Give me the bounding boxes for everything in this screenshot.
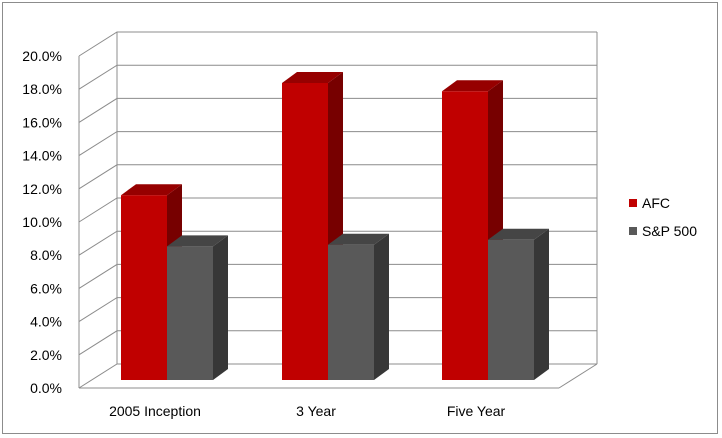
- y-tick-label: 0.0%: [30, 380, 62, 396]
- x-tick-label: Five Year: [447, 403, 506, 419]
- gridline: [78, 330, 597, 356]
- y-tick-label: 10.0%: [22, 214, 62, 230]
- y-tick-label: 12.0%: [22, 181, 62, 197]
- bar-top-face: [328, 233, 389, 245]
- x-tick-label: 3 Year: [296, 403, 336, 419]
- bar-side-face: [374, 233, 389, 380]
- bar-top-face: [121, 184, 182, 196]
- bar-top-face: [442, 80, 503, 92]
- bar-s-p-500: [488, 228, 549, 380]
- legend-label: AFC: [642, 195, 670, 211]
- bar-top-face: [282, 72, 343, 83]
- bar-side-face: [213, 235, 228, 380]
- gridline: [78, 263, 597, 289]
- y-tick-label: 4.0%: [30, 314, 62, 330]
- bar-front-face: [282, 83, 328, 380]
- floor-right-edge: [558, 363, 598, 389]
- gridlines: [78, 31, 597, 389]
- legend-label: S&P 500: [642, 223, 697, 239]
- bar-front-face: [488, 239, 534, 380]
- gridline: [78, 97, 597, 123]
- gridline: [78, 164, 597, 190]
- bar-front-face: [442, 91, 488, 380]
- bar-top-face: [167, 235, 228, 247]
- bar-front-face: [167, 246, 213, 380]
- y-tick-label: 18.0%: [22, 81, 62, 97]
- legend-swatch: [629, 199, 637, 207]
- bar-front-face: [328, 244, 374, 380]
- y-tick-label: 16.0%: [22, 114, 62, 130]
- gridline: [78, 230, 597, 256]
- bars: [121, 72, 549, 380]
- legend: AFC S&P 500: [629, 195, 697, 239]
- gridline: [78, 297, 597, 323]
- bar-front-face: [121, 195, 167, 380]
- bar-top-face: [488, 228, 549, 240]
- gridline: [78, 363, 597, 389]
- bar-s-p-500: [328, 233, 389, 380]
- bar-s-p-500: [167, 235, 228, 380]
- bar-side-face: [534, 228, 549, 380]
- gridline: [78, 131, 597, 157]
- x-tick-label: 2005 Inception: [109, 403, 201, 419]
- gridline: [78, 31, 597, 57]
- gridline: [78, 197, 597, 223]
- y-axis-tick-labels: 0.0% 2.0% 4.0% 6.0% 8.0% 10.0% 12.0% 14.0% 16.0%…: [22, 48, 62, 396]
- x-axis-tick-labels: 2005 Inception 3 Year Five Year: [109, 403, 505, 419]
- y-tick-label: 8.0%: [30, 247, 62, 263]
- gridline: [78, 64, 597, 90]
- legend-swatch: [629, 227, 637, 235]
- y-tick-label: 20.0%: [22, 48, 62, 64]
- y-tick-label: 2.0%: [30, 347, 62, 363]
- y-tick-label: 14.0%: [22, 148, 62, 164]
- y-tick-label: 6.0%: [30, 280, 62, 296]
